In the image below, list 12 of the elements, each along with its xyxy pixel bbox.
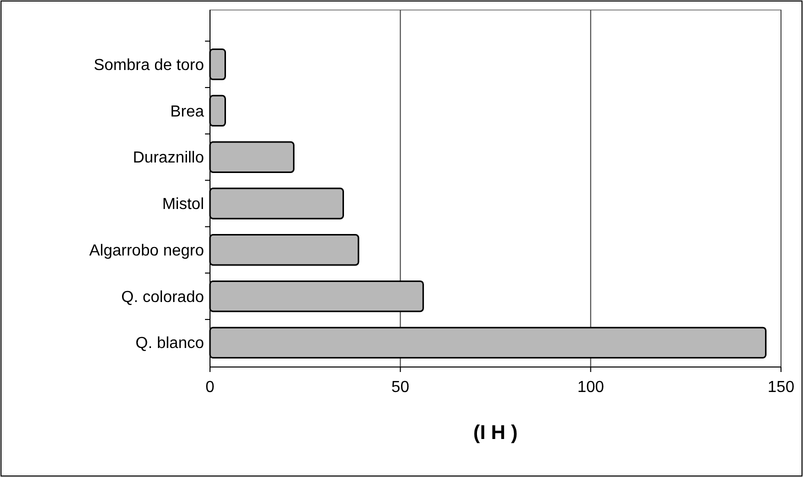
x-tick-label: 50	[391, 379, 410, 396]
y-tick-label: Brea	[170, 103, 204, 120]
y-tick-label: Mistol	[162, 196, 204, 214]
y-tick-label: Algarrobo negro	[89, 242, 204, 260]
x-axis-title: (I H )	[473, 422, 518, 444]
y-tick-label: Sombra de toro	[94, 56, 204, 74]
x-tick-label: 0	[206, 379, 215, 396]
y-tick-label: Q. colorado	[121, 288, 204, 306]
y-tick-label: Duraznillo	[132, 150, 204, 167]
y-tick-label: Q. blanco	[136, 335, 204, 352]
x-tick-label: 150	[768, 379, 794, 396]
x-tick-label: 100	[577, 379, 604, 396]
